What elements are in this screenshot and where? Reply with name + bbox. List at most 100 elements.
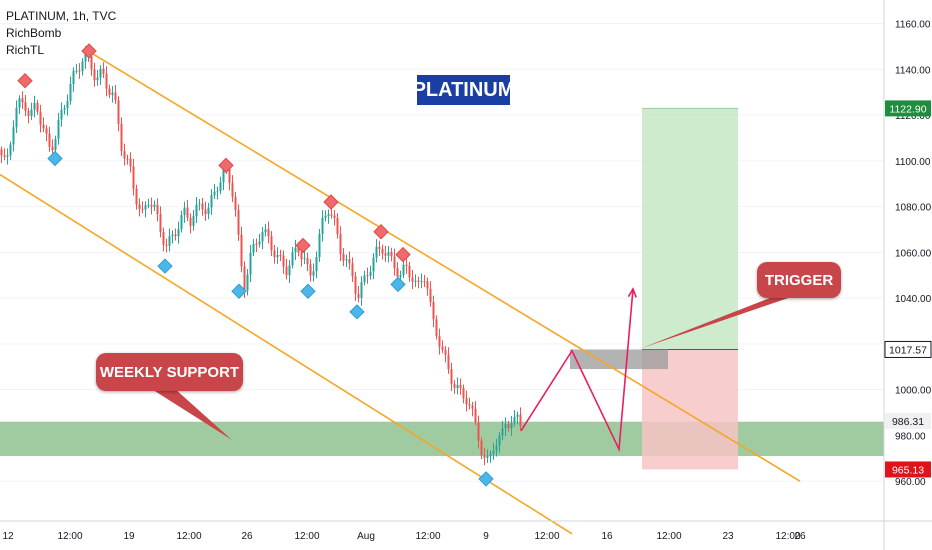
candle-body [402, 264, 405, 276]
candle-body [126, 158, 129, 160]
candle-body [372, 257, 375, 272]
time-tick-label: 12:00 [534, 531, 559, 542]
weekly-support-callout-tail [150, 388, 232, 440]
candle-body [30, 109, 33, 116]
time-tick-label: 12:00 [656, 531, 681, 542]
legend-indicator-richtl[interactable]: RichTL [6, 43, 45, 57]
pivot-high-marker [218, 157, 234, 174]
trigger-callout-tail [642, 294, 800, 348]
candle-body [390, 252, 393, 257]
candle-body [504, 424, 507, 429]
candle-body [264, 229, 267, 233]
trigger-callout[interactable]: TRIGGER [757, 262, 841, 298]
price-label-last-box [885, 412, 931, 429]
price-label-current-box [884, 340, 932, 358]
candle-body [438, 336, 441, 347]
candle-body [489, 453, 492, 456]
candle-body [444, 349, 447, 355]
candle-body [399, 275, 402, 277]
candle-body [414, 280, 417, 282]
candle-body [177, 229, 180, 237]
candle-body [465, 398, 468, 405]
candle-body [195, 204, 198, 217]
candle-body [474, 408, 477, 423]
legend: PLATINUM, 1h, TVC RichBomb RichTL [6, 8, 116, 59]
candle-body [27, 110, 30, 116]
candle-body [477, 422, 480, 441]
trigger-box [570, 349, 668, 370]
candle-body [123, 151, 126, 159]
price-label-stop-box [885, 461, 931, 478]
candle-body [36, 103, 39, 112]
candle-body [240, 234, 243, 267]
candle-body [408, 266, 411, 278]
candle-body [75, 70, 78, 72]
candle-body [174, 234, 177, 237]
candle-body [435, 319, 438, 337]
candle-body [363, 275, 366, 283]
price-tick-label: 1040.00 [895, 294, 932, 305]
candle-body [285, 266, 288, 276]
candle-body [96, 77, 99, 81]
candle-body [114, 92, 117, 101]
candle-body [246, 274, 249, 291]
candle-body [93, 69, 96, 81]
candle-body [378, 246, 381, 249]
candle-body [63, 108, 66, 110]
candle-body [132, 166, 135, 189]
price-tick-label: 960.00 [895, 477, 926, 488]
pivot-high-marker [373, 224, 389, 240]
candle-body [186, 207, 189, 218]
candle-body [342, 253, 345, 261]
candle-body [288, 265, 291, 276]
time-tick-label: 16 [601, 531, 613, 542]
candle-body [498, 435, 501, 446]
candle-body [492, 450, 495, 454]
markers-layer [17, 43, 494, 487]
candle-body [291, 252, 294, 266]
candle-body [357, 293, 360, 298]
candle-body [324, 216, 327, 218]
candle-body [39, 111, 42, 125]
candle-body [267, 229, 270, 237]
title-badge[interactable]: PLATINUM [413, 75, 514, 105]
candle-body [45, 128, 48, 134]
candle-body [456, 384, 459, 389]
candle-body [207, 207, 210, 215]
candle-body [297, 247, 300, 253]
candle-body [102, 68, 105, 74]
candle-body [330, 214, 333, 216]
candle-body [375, 246, 378, 258]
legend-symbol[interactable]: PLATINUM, 1h, TVC [6, 9, 117, 23]
candle-body [270, 236, 273, 251]
legend-indicator-richbomb[interactable]: RichBomb [6, 26, 62, 40]
pivot-low-marker [157, 258, 173, 274]
candle-body [327, 214, 330, 217]
zones-layer [0, 23, 884, 482]
time-tick-label: 12:00 [415, 531, 440, 542]
pivot-low-marker [478, 471, 494, 487]
candle-body [51, 146, 54, 151]
candle-body [9, 144, 12, 156]
candle-body [210, 194, 213, 208]
candle-body [180, 215, 183, 230]
candle-body [6, 155, 9, 157]
candle-body [156, 204, 159, 215]
candle-body [273, 250, 276, 258]
weekly-support-callout[interactable]: WEEKLY SUPPORT [96, 353, 243, 391]
candle-body [117, 100, 120, 124]
candle-body [228, 167, 231, 183]
candle-body [462, 388, 465, 399]
candle-body [447, 354, 450, 370]
candle-body [321, 217, 324, 234]
candle-body [60, 109, 63, 120]
candle-body [69, 83, 72, 102]
pivot-high-marker [81, 43, 97, 59]
candle-body [303, 258, 306, 260]
pivot-low-marker [390, 276, 406, 293]
candle-body [42, 124, 45, 129]
candle-body [222, 169, 225, 183]
candle-body [279, 255, 282, 257]
candle-body [255, 244, 258, 246]
channel-lower-line [0, 173, 573, 535]
